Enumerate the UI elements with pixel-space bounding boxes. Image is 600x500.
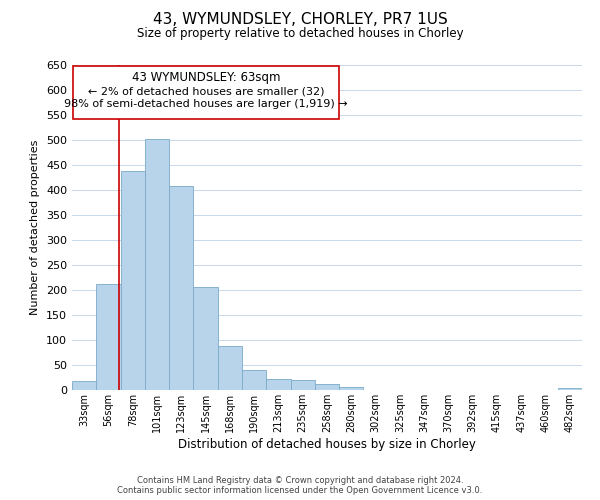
Bar: [96, 284, 121, 390]
Text: 43, WYMUNDSLEY, CHORLEY, PR7 1US: 43, WYMUNDSLEY, CHORLEY, PR7 1US: [152, 12, 448, 28]
Bar: [121, 171, 145, 390]
Text: ← 2% of detached houses are smaller (32): ← 2% of detached houses are smaller (32): [88, 86, 325, 96]
Bar: [145, 139, 169, 390]
Text: Contains HM Land Registry data © Crown copyright and database right 2024.
Contai: Contains HM Land Registry data © Crown c…: [118, 476, 482, 495]
Bar: [72, 381, 96, 390]
Bar: [315, 384, 339, 390]
Bar: [169, 186, 193, 390]
Text: Size of property relative to detached houses in Chorley: Size of property relative to detached ho…: [137, 28, 463, 40]
Text: 43 WYMUNDSLEY: 63sqm: 43 WYMUNDSLEY: 63sqm: [132, 72, 280, 85]
Y-axis label: Number of detached properties: Number of detached properties: [31, 140, 40, 315]
Bar: [193, 286, 218, 390]
Bar: [218, 346, 242, 390]
FancyBboxPatch shape: [73, 66, 339, 118]
Bar: [558, 388, 582, 390]
Bar: [266, 379, 290, 390]
Text: 98% of semi-detached houses are larger (1,919) →: 98% of semi-detached houses are larger (…: [64, 99, 348, 109]
Bar: [290, 380, 315, 390]
X-axis label: Distribution of detached houses by size in Chorley: Distribution of detached houses by size …: [178, 438, 476, 450]
Bar: [242, 370, 266, 390]
Bar: [339, 386, 364, 390]
